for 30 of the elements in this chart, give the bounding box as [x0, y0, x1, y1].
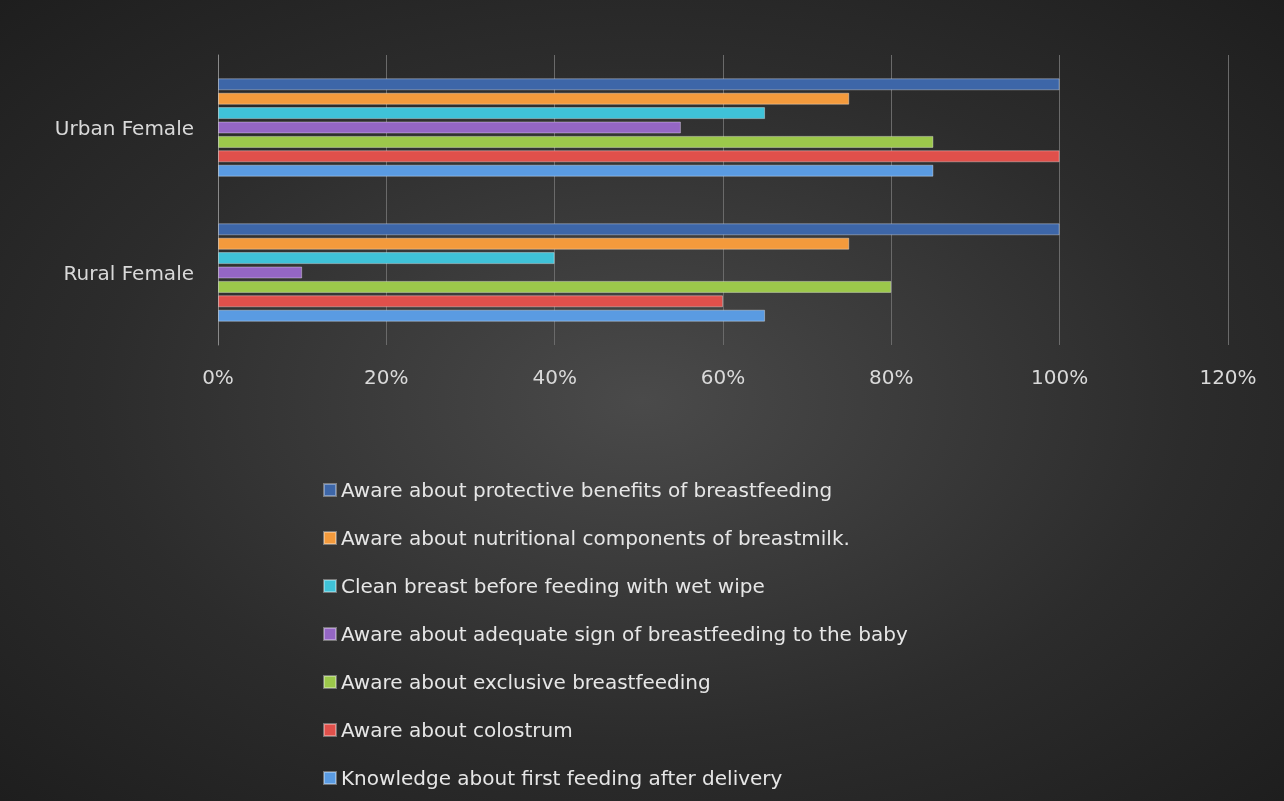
x-tick-label: 80% — [869, 365, 914, 389]
bar — [218, 78, 1060, 91]
x-tick-label: 120% — [1199, 365, 1257, 389]
bar — [218, 252, 555, 265]
bar — [218, 121, 681, 134]
bar — [218, 150, 1060, 163]
x-tick-label: 40% — [532, 365, 577, 389]
x-tick-label: 20% — [364, 365, 409, 389]
legend-label: Aware about adequate sign of breastfeeding to the baby — [341, 622, 908, 646]
bar — [218, 280, 892, 293]
legend-label: Aware about colostrum — [341, 718, 573, 742]
bar — [218, 107, 766, 120]
bar — [218, 164, 934, 177]
x-tick-label: 100% — [1031, 365, 1089, 389]
bar — [218, 237, 850, 250]
legend-label: Knowledge about first feeding after delivery — [341, 766, 783, 790]
y-tick-label: Urban Female — [54, 115, 194, 140]
bar — [218, 266, 303, 279]
bar — [218, 92, 850, 105]
x-tick-label: 60% — [700, 365, 746, 389]
y-tick-label: Rural Female — [63, 260, 194, 285]
bar — [218, 309, 766, 322]
legend-label: Aware about nutritional components of breastmilk. — [341, 526, 850, 550]
bar — [218, 135, 934, 148]
legend-label: Clean breast before feeding with wet wipe — [341, 574, 765, 598]
x-tick-label: 0% — [202, 365, 234, 389]
bar — [218, 223, 1060, 236]
legend-label: Aware about protective benefits of breastfeeding — [341, 478, 833, 502]
bar — [218, 295, 723, 308]
legend-label: Aware about exclusive breastfeeding — [341, 670, 711, 694]
